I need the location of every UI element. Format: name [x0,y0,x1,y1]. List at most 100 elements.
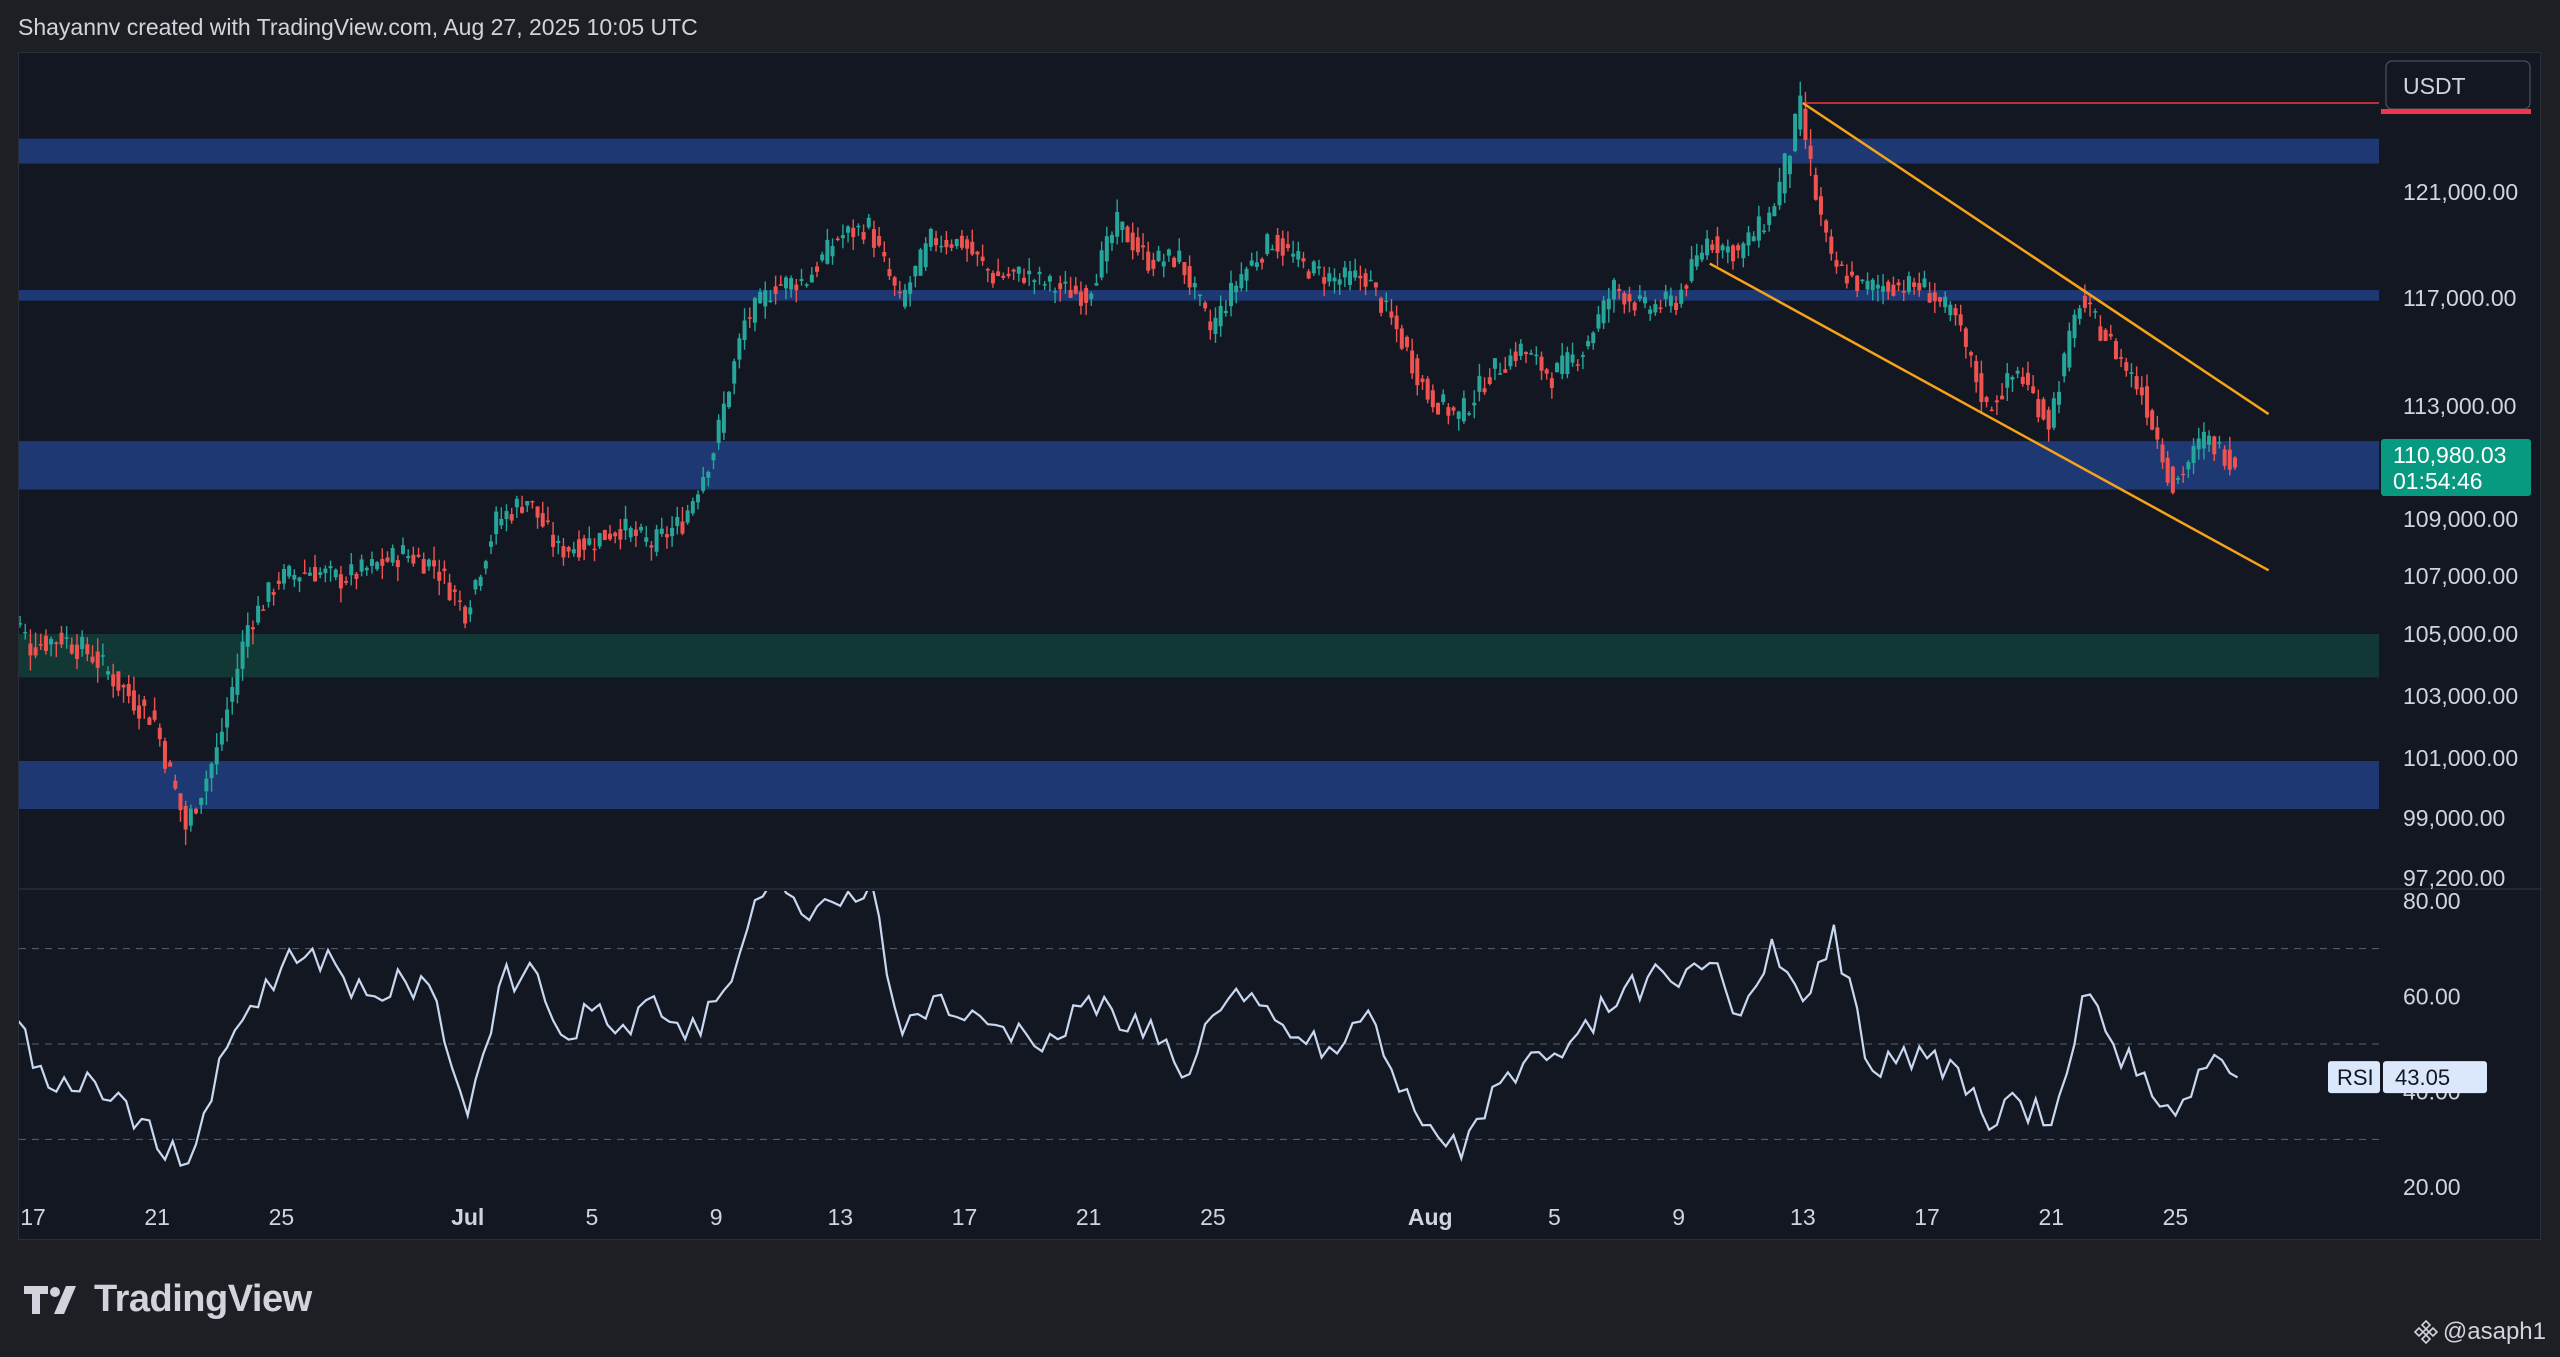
candle-body [815,266,820,272]
candle-body [1332,277,1337,282]
candle-body [587,538,592,545]
candle-body [2036,399,2041,418]
candle-body [1487,377,1492,384]
tradingview-logo[interactable]: TradingView [22,1278,312,1321]
candle-body [90,656,95,663]
candle-body [1586,340,1591,347]
zone-support-2 [19,441,2379,490]
candle-body [1141,245,1146,248]
candle-body [188,808,193,826]
candle-body [1539,356,1544,371]
candle-body [256,605,261,623]
candle-body [1353,270,1358,278]
tradingview-logo-icon [24,1285,76,1314]
candle-body [43,635,48,651]
candle-body [732,361,737,384]
candle-body [1415,358,1420,386]
candle-body [871,229,876,248]
candle-body [2227,449,2232,470]
candle-body [1089,293,1094,300]
candle-countdown: 01:54:46 [2393,468,2483,494]
channel-lower-line [1709,262,2270,572]
candle-body [628,528,633,538]
candle-body [214,747,219,765]
date-axis-label: 21 [2038,1204,2064,1230]
candle-body [1316,266,1321,269]
candle-body [137,705,142,719]
candle-body [721,403,726,433]
candle-body [266,582,271,602]
date-axis-label: Jul [451,1204,484,1230]
candle-body [680,521,685,534]
candle-body [369,559,374,566]
candle-body [1280,238,1285,256]
candle-body [773,286,778,294]
candle-body [1027,270,1032,275]
candle-body [1549,378,1554,389]
candle-body [1648,309,1653,314]
candle-body [954,239,959,247]
candle-body [1756,216,1761,241]
candle-body [1275,234,1280,252]
candle-body [1301,258,1306,262]
candle-body [49,638,54,645]
candle-body [1016,266,1021,274]
candle-body [18,623,23,625]
candle-body [592,548,597,551]
candle-body [1503,369,1508,373]
candle-body [1787,155,1792,175]
candle-body [302,572,307,574]
candle-body [1741,243,1746,259]
candle-body [1249,260,1254,266]
candle-body [861,232,866,240]
candle-body [2232,457,2237,468]
candle-body [2062,353,2067,377]
candle-body [59,632,64,645]
channel-upper-line [1802,101,2270,416]
candle-body [1342,267,1347,278]
candle-body [1379,298,1384,313]
candle-body [664,534,669,538]
candle-body [1446,407,1451,416]
rsi-axis-label: 80.00 [2403,888,2461,914]
date-axis-label: 5 [586,1204,599,1230]
high-axis-marker [2381,109,2531,114]
chart-frame[interactable]: 121,000.00 117,000.00 113,000.00 109,000.00… [2,52,2542,1241]
candle-body [1751,236,1756,242]
watermark-text: @asaph1 [2442,1318,2546,1345]
candle-body [499,518,504,526]
candle-body [1824,220,1829,233]
candle-body [877,236,882,246]
candle-body [426,559,431,567]
chart-canvas[interactable]: 121,000.00 117,000.00 113,000.00 109,000.00… [2,53,2542,1241]
candle-body [804,284,809,286]
candle-body [1720,245,1725,251]
candle-body [2181,473,2186,476]
candle-body [540,513,545,527]
candle-body [1974,361,1979,383]
candle-body [566,547,571,552]
candle-body [902,289,907,307]
date-axis-label: 21 [1076,1204,1102,1230]
candle-body [245,625,250,647]
current-price-label [2381,439,2531,496]
candle-body [1793,113,1798,152]
candle-body [2067,330,2072,368]
candle-body [1430,390,1435,408]
candle-body [2165,457,2170,483]
candle-body [1937,297,1942,302]
header-attribution: Shayannv created with TradingView.com, A… [18,14,698,40]
candle-body [1725,246,1730,253]
date-axis-label: 9 [710,1204,723,1230]
candle-body [1689,259,1694,281]
candle-body [1285,244,1290,249]
candle-body [597,533,602,547]
candle-body [1166,249,1171,256]
candle-body [1270,248,1275,251]
candle-body [1674,302,1679,311]
candle-body [2134,376,2139,390]
candle-body [1115,212,1120,237]
candle-body [835,238,840,241]
candle-body [1762,230,1767,233]
candle-body [1730,245,1735,262]
